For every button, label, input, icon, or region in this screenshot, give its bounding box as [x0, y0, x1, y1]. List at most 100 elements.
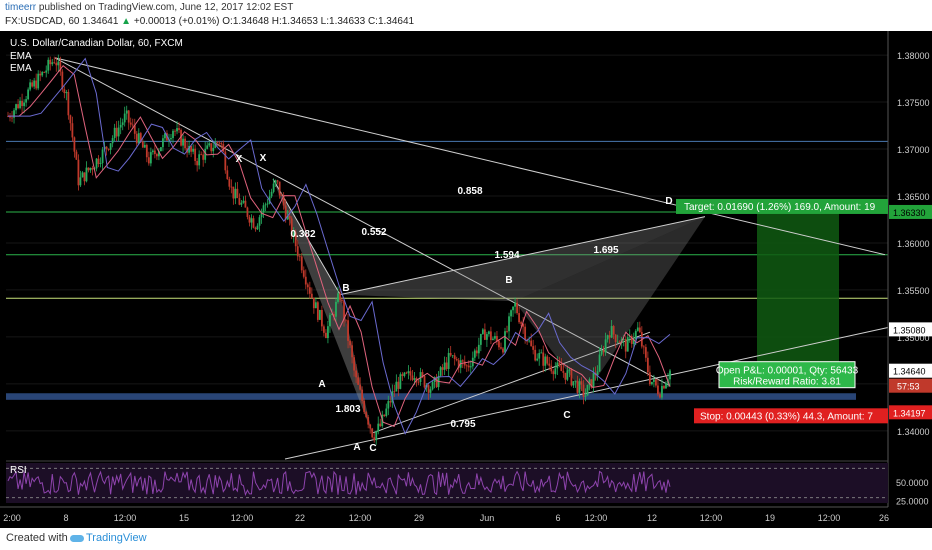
- price-axis[interactable]: [888, 31, 932, 528]
- candle-body: [288, 215, 291, 219]
- candle-body: [624, 339, 627, 352]
- candle-body: [558, 362, 561, 366]
- candle-body: [421, 372, 424, 376]
- candle-body: [252, 218, 255, 228]
- candle-body: [638, 327, 641, 333]
- candle-body: [194, 148, 197, 161]
- candle-body: [655, 379, 657, 386]
- candle-body: [61, 71, 64, 90]
- candle-body: [659, 394, 661, 398]
- candle-body: [461, 360, 464, 362]
- candle-body: [180, 129, 182, 146]
- candle-body: [622, 339, 625, 340]
- candle-body: [170, 138, 172, 140]
- candle-body: [109, 143, 112, 150]
- candle-body: [661, 386, 663, 398]
- candle-body: [131, 124, 134, 126]
- time-axis[interactable]: [0, 507, 932, 528]
- candle-body: [282, 195, 285, 206]
- time-tick-label: 2:00: [3, 513, 21, 523]
- candle-body: [19, 100, 21, 109]
- candle-body: [387, 401, 390, 409]
- candle-body: [31, 82, 34, 87]
- trend-line[interactable]: [284, 327, 889, 460]
- candle-body: [343, 300, 345, 320]
- candle-body: [57, 61, 60, 66]
- candle-body: [657, 385, 659, 395]
- candle-body: [266, 203, 269, 205]
- candle-body: [220, 143, 223, 145]
- candle-body: [236, 188, 239, 199]
- candle-body: [663, 386, 665, 389]
- ohlc-values: O:1.34648 H:1.34653 L:1.34633 C:1.34641: [222, 16, 415, 27]
- candle-body: [202, 154, 205, 160]
- candle-body: [79, 177, 82, 186]
- candle-body: [477, 344, 480, 354]
- candle-body: [127, 110, 130, 123]
- stop-box[interactable]: [694, 408, 888, 424]
- candle-body: [212, 147, 215, 152]
- entry-price-label: 1.34640: [893, 367, 926, 377]
- candle-body: [500, 347, 502, 349]
- candle-body: [85, 167, 88, 182]
- candle-body: [630, 336, 633, 344]
- pattern-triangle[interactable]: [514, 216, 705, 396]
- candle-body: [632, 339, 635, 344]
- candle-body: [586, 384, 589, 396]
- target-price-label: 1.36330: [893, 208, 926, 218]
- candle-body: [306, 284, 309, 288]
- chart-area[interactable]: U.S. Dollar/Canadian Dollar, 60, FXCM EMA…: [0, 31, 932, 528]
- time-tick-label: 26: [879, 513, 889, 523]
- candle-body: [626, 337, 629, 352]
- target-label: Target: 0.01690 (1.26%) 169.0, Amount: 1…: [684, 202, 876, 213]
- candle-body: [532, 346, 535, 350]
- time-tick-label: 12:00: [349, 513, 372, 523]
- candle-body: [636, 327, 639, 331]
- candle-body: [506, 331, 508, 333]
- candle-body: [314, 302, 317, 309]
- candle-body: [228, 179, 231, 187]
- candle-body: [105, 146, 108, 149]
- pattern-triangle[interactable]: [340, 216, 705, 302]
- trend-line[interactable]: [55, 57, 886, 256]
- candle-body: [399, 374, 402, 389]
- candle-body: [492, 338, 494, 341]
- candle-body: [81, 172, 84, 178]
- candle-body: [341, 299, 343, 301]
- candle-body: [544, 356, 547, 366]
- pnl-box[interactable]: [718, 361, 856, 389]
- publish-line: timeerr published on TradingView.com, Ju…: [5, 2, 293, 13]
- pattern-label: D: [665, 196, 672, 207]
- pattern-label: 1.594: [494, 250, 519, 261]
- candle-body: [546, 356, 549, 364]
- candle-body: [634, 330, 637, 340]
- tradingview-brand[interactable]: TradingView: [86, 532, 147, 544]
- candle-body: [443, 362, 446, 370]
- candle-body: [548, 363, 551, 366]
- candle-body: [473, 350, 476, 358]
- target-box[interactable]: [676, 198, 888, 214]
- candle-body: [308, 287, 311, 294]
- candle-body: [141, 141, 144, 148]
- candle-body: [248, 216, 251, 223]
- candle-body: [373, 437, 376, 441]
- candle-body: [349, 340, 351, 346]
- time-tick-label: 12:00: [585, 513, 608, 523]
- candle-body: [604, 339, 607, 353]
- candle-body: [35, 80, 38, 89]
- candle-body: [353, 357, 355, 371]
- candle-body: [496, 336, 498, 342]
- price-chart[interactable]: U.S. Dollar/Canadian Dollar, 60, FXCM EMA…: [0, 31, 932, 528]
- ema-line-1: [8, 64, 671, 428]
- candle-body: [99, 163, 102, 165]
- author-link[interactable]: timeerr: [5, 2, 37, 13]
- candle-body: [574, 380, 577, 382]
- candle-body: [23, 102, 25, 107]
- candle-body: [329, 315, 331, 327]
- trend-line[interactable]: [54, 57, 671, 387]
- candle-body: [204, 148, 207, 160]
- timer-label: 57:53: [897, 382, 920, 392]
- candle-body: [254, 227, 257, 230]
- candle-body: [123, 113, 126, 123]
- time-tick-label: 22: [295, 513, 305, 523]
